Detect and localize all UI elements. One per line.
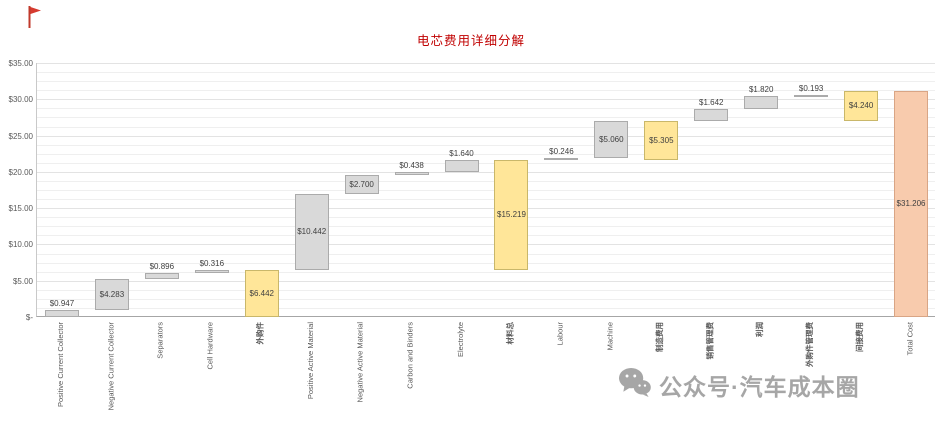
gridline <box>37 208 935 210</box>
gridline <box>37 253 935 255</box>
gridline <box>37 171 935 173</box>
x-axis-category-label: Machine <box>605 322 615 351</box>
gridline <box>37 126 935 128</box>
gridline <box>37 244 935 246</box>
bar-value-label: $1.642 <box>699 98 724 108</box>
waterfall-bar-step <box>294 194 329 271</box>
waterfall-bar-subtotal <box>644 121 679 160</box>
waterfall-bar-step <box>694 109 729 122</box>
gridline <box>37 280 935 282</box>
y-axis-tick-label: $35.00 <box>8 59 33 68</box>
x-axis-category-label: Separators <box>155 322 165 359</box>
x-axis-category-label: 材料总 <box>505 322 515 345</box>
waterfall-bar-step <box>44 310 79 317</box>
x-axis-category-label: Positive Current Collector <box>55 322 65 408</box>
gridline <box>37 63 935 64</box>
waterfall-bar-total <box>894 90 929 317</box>
waterfall-bar-step <box>144 272 179 280</box>
y-axis-tick-label: $15.00 <box>8 204 33 214</box>
x-axis-category-label: 外购件 <box>255 322 265 345</box>
y-axis-tick-label: $30.00 <box>8 95 33 105</box>
waterfall-bar-step <box>794 94 829 97</box>
x-axis-category-label: Carbon and Binders <box>405 322 415 389</box>
bar-value-label: $0.316 <box>199 259 225 269</box>
waterfall-bar-step <box>394 171 429 175</box>
gridline <box>37 235 935 237</box>
bar-value-label: $0.896 <box>149 261 175 271</box>
waterfall-bar-step <box>194 270 229 273</box>
bar-value-label: $0.947 <box>49 299 75 309</box>
bar-value-label: $1.820 <box>748 85 774 95</box>
gridline <box>37 289 935 291</box>
bar-value-label: $5.305 <box>649 135 674 145</box>
bar-value-label: $4.240 <box>848 100 874 110</box>
waterfall-bar-step <box>344 174 379 195</box>
bar-value-label: $2.700 <box>349 179 374 189</box>
waterfall-bar-step <box>544 158 579 161</box>
bar-value-label: $1.640 <box>449 148 474 158</box>
y-axis-tick-label: $5.00 <box>12 276 33 286</box>
gridline <box>37 135 935 137</box>
bar-value-label: $4.283 <box>99 289 125 299</box>
gridline <box>37 262 935 264</box>
gridline <box>37 153 935 155</box>
waterfall-bar-subtotal <box>244 270 279 317</box>
gridline <box>37 81 935 83</box>
x-axis-category-label: Labour <box>555 322 565 346</box>
gridline <box>37 307 935 309</box>
x-axis-category-label: Negative Current Collector <box>105 322 115 411</box>
gridline <box>37 144 935 146</box>
y-axis-tick-label: $20.00 <box>8 167 33 177</box>
y-axis-tick-label: $10.00 <box>8 240 33 250</box>
bar-value-label: $0.193 <box>798 83 824 93</box>
gridline <box>37 298 935 300</box>
bar-value-label: $15.219 <box>497 210 526 220</box>
bar-value-label: $5.060 <box>599 134 624 144</box>
x-axis-category-label: 利润 <box>755 322 765 337</box>
waterfall-bar-step <box>594 121 629 159</box>
x-axis-category-label: Negative Active Material <box>355 322 365 403</box>
watermark: 公众号·汽车成本圈 <box>618 366 860 403</box>
bar-value-label: $10.442 <box>297 227 327 237</box>
waterfall-bar-step <box>744 96 779 110</box>
chart-title: 电芯费用详细分解 <box>416 34 525 48</box>
gridline <box>37 180 935 182</box>
gridline <box>37 162 935 164</box>
watermark-text: 公众号·汽车成本圈 <box>659 373 860 400</box>
x-axis-category-label: 间接费用 <box>855 322 865 352</box>
x-axis-category-label: Positive Active Material <box>305 322 315 400</box>
y-axis-tick-label: $25.00 <box>8 131 33 141</box>
waterfall-bar-step <box>94 279 129 311</box>
bar-value-label: $31.206 <box>896 198 926 208</box>
waterfall-bar-subtotal <box>844 90 879 122</box>
gridline <box>37 117 935 119</box>
gridline <box>37 217 935 219</box>
x-axis-category-label: 销售管理费 <box>705 322 715 360</box>
x-axis-category-label: Cell Hardware <box>205 322 215 370</box>
gridline <box>37 271 935 273</box>
gridline <box>37 108 935 110</box>
bar-value-label: $0.246 <box>549 147 574 157</box>
bar-value-label: $6.442 <box>249 288 274 298</box>
x-axis-category-label: Electrolyte <box>455 322 465 358</box>
waterfall-bar-step <box>444 159 479 172</box>
waterfall-bar-subtotal <box>494 159 529 271</box>
gridline <box>37 199 935 201</box>
y-axis-tick-label: $- <box>25 313 33 322</box>
x-axis-category-label: 制造费用 <box>655 322 665 352</box>
plot-area: $0.947 $4.283 $0.896 $0.316 $6.442 $10.442 $2.… <box>36 63 935 317</box>
x-axis-category-label: Total Cost <box>905 322 915 356</box>
x-axis-category-label: 外购件管理费 <box>805 322 815 367</box>
gridline <box>37 226 935 228</box>
wechat-icon <box>618 366 651 403</box>
gridline <box>37 72 935 74</box>
gridline <box>37 99 935 101</box>
red-flag-icon <box>26 5 42 34</box>
gridline <box>37 190 935 191</box>
bar-value-label: $0.438 <box>399 160 424 170</box>
gridline <box>37 90 935 92</box>
